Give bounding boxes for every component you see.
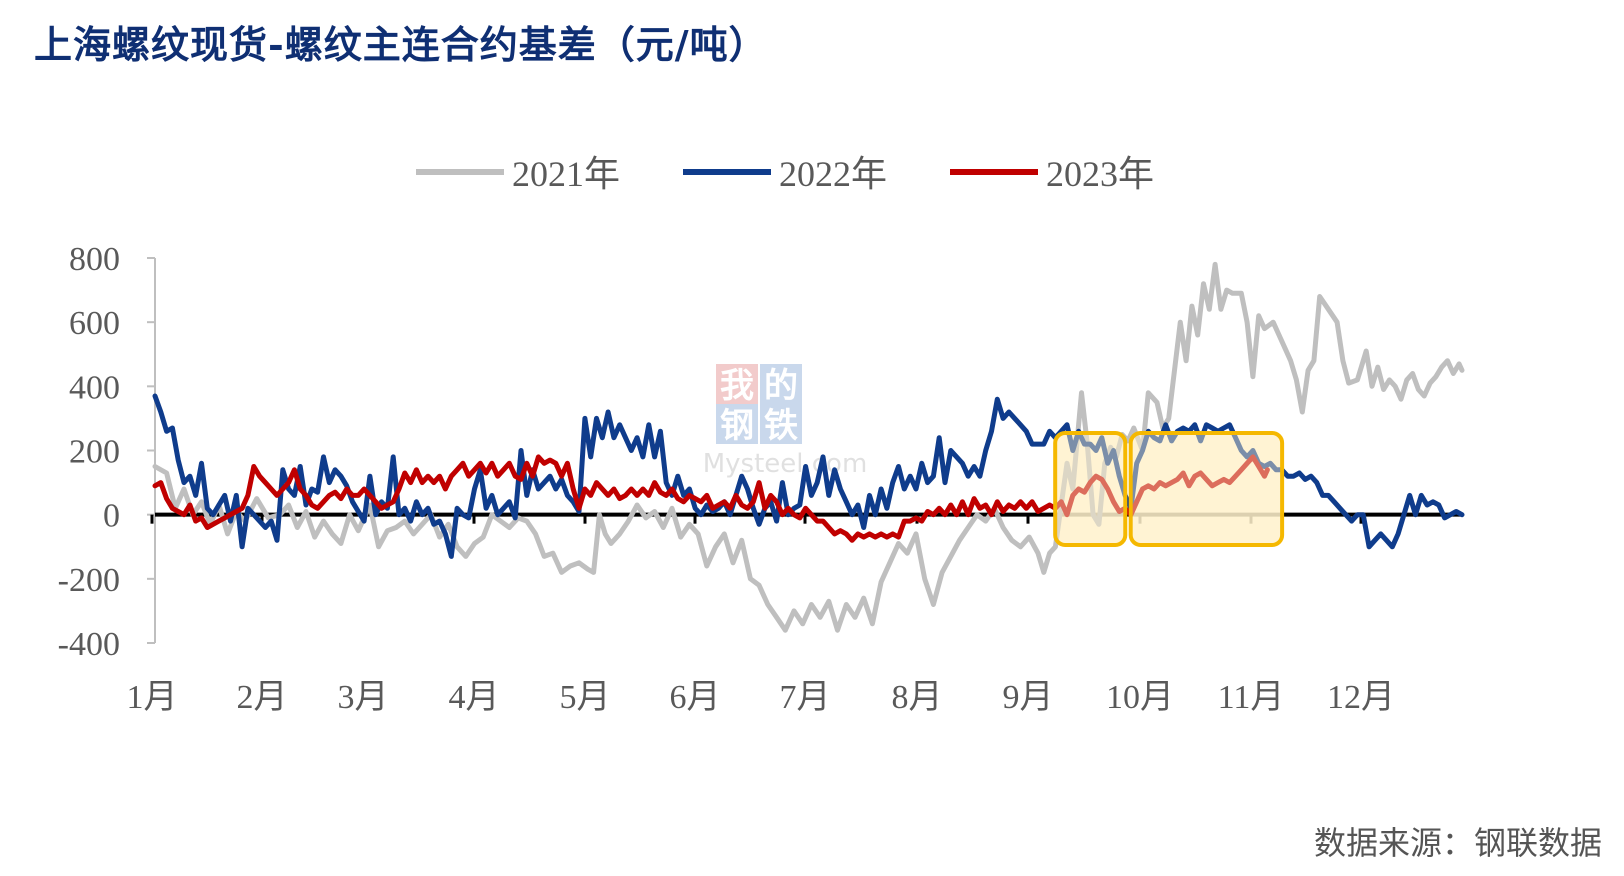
x-tick-label: 7月 — [780, 679, 831, 716]
x-axis-ticks: 1月 2月 3月 4月 5月 6月 7月 8月 9月 10月 11月 12月 — [127, 514, 1395, 716]
x-tick-label: 6月 — [670, 679, 721, 716]
y-tick-label: 200 — [69, 434, 120, 471]
watermark-tile — [716, 404, 758, 444]
legend: 2021年 2022年 2023年 — [416, 154, 1154, 194]
watermark-text: Mysteel.com — [703, 449, 868, 479]
watermark-char: 我 — [720, 366, 754, 406]
chart-title: 上海螺纹现货-螺纹主连合约基差（元/吨） — [34, 22, 768, 67]
x-tick-label: 8月 — [892, 679, 943, 716]
x-tick-label: 4月 — [449, 679, 500, 716]
x-tick-label: 3月 — [338, 679, 389, 716]
watermark-tile — [760, 404, 802, 444]
y-tick-label: -400 — [58, 626, 120, 663]
highlight-fill — [1130, 433, 1283, 545]
legend-label: 2022年 — [779, 154, 887, 194]
legend-label: 2023年 — [1046, 154, 1154, 194]
x-tick-label: 1月 — [127, 679, 178, 716]
series-line-1 — [152, 261, 1465, 633]
y-axis-ticks: 800 600 400 200 0 -200 -400 — [58, 241, 155, 663]
x-tick-label: 2月 — [237, 679, 288, 716]
highlight-box — [1128, 431, 1285, 547]
y-tick-label: 600 — [69, 305, 120, 342]
watermark-char: 的 — [764, 366, 798, 406]
y-tick-label: -200 — [58, 562, 120, 599]
y-tick-label: 0 — [103, 498, 120, 535]
x-tick-label: 11月 — [1218, 679, 1285, 716]
highlight-box — [1053, 431, 1128, 547]
y-tick-label: 400 — [69, 369, 120, 406]
y-tick-label: 800 — [69, 241, 120, 278]
x-tick-label: 9月 — [1003, 679, 1054, 716]
x-tick-label: 12月 — [1327, 679, 1395, 716]
series-line-3 — [152, 454, 1270, 543]
highlight-frames — [1053, 431, 1285, 547]
watermark-tile — [760, 364, 802, 404]
source-note: 数据来源：钢联数据 — [1313, 824, 1602, 862]
watermark-char: 钢 — [720, 406, 754, 446]
watermark-char: 铁 — [764, 406, 798, 446]
x-tick-label: 5月 — [560, 679, 611, 716]
series-lines — [152, 261, 1465, 633]
x-tick-label: 10月 — [1106, 679, 1174, 716]
watermark-tile — [716, 364, 758, 404]
legend-label: 2021年 — [512, 154, 620, 194]
watermark: 我的钢 铁Mysteel.com — [703, 364, 868, 479]
